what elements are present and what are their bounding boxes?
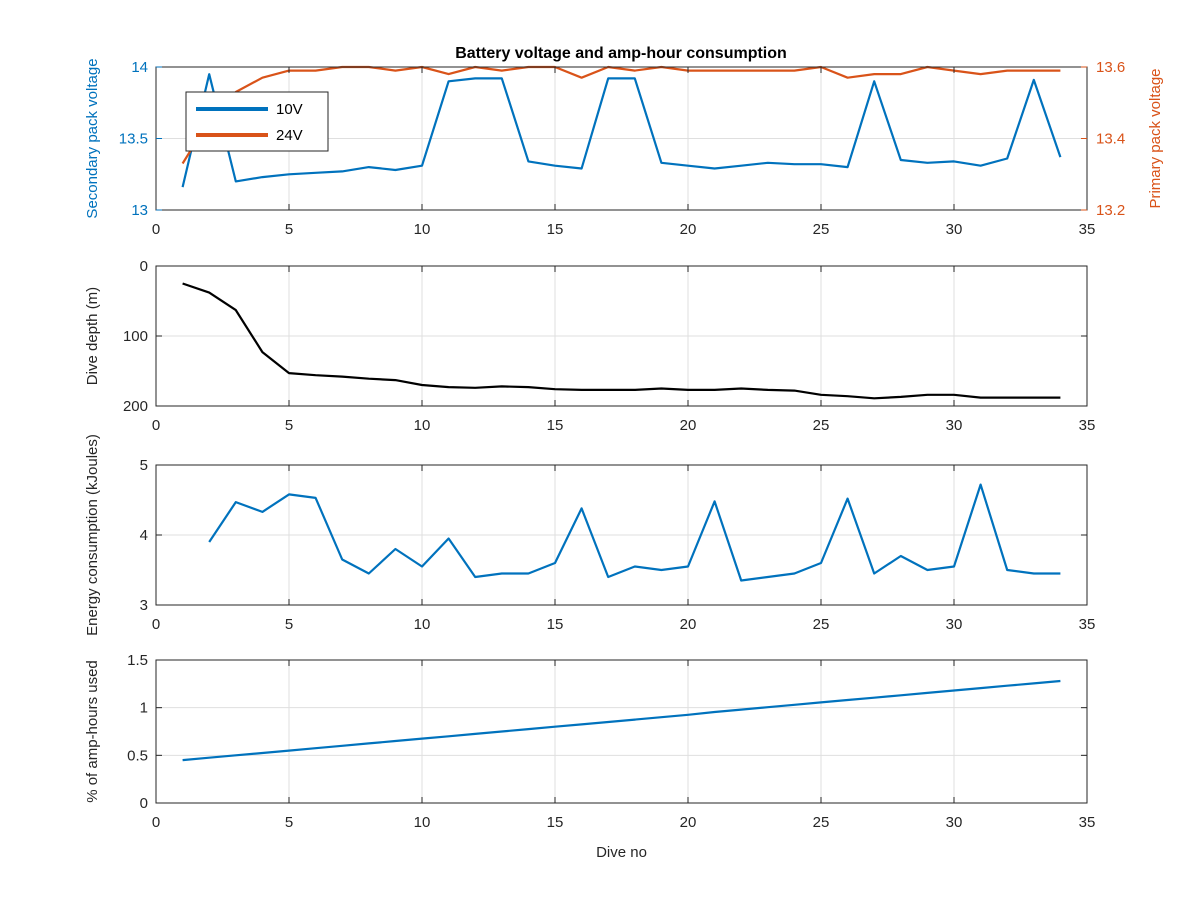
x-tick-label: 10 bbox=[414, 814, 431, 831]
series-line-2-1 bbox=[182, 282, 1061, 400]
x-tick-label: 20 bbox=[680, 221, 697, 238]
x-tick-label: 5 bbox=[285, 616, 293, 633]
series-line-4-1 bbox=[182, 679, 1061, 762]
y-tick-label: 1.5 bbox=[127, 652, 148, 669]
y-tick-label: 0 bbox=[140, 258, 148, 275]
x-tick-label: 35 bbox=[1079, 417, 1096, 434]
y-tick-label: 13.5 bbox=[119, 131, 148, 148]
y-axis-label: Secondary pack voltage bbox=[84, 58, 101, 218]
plot-area-4 bbox=[156, 660, 1087, 803]
x-tick-label: 10 bbox=[414, 221, 431, 238]
x-tick-label: 15 bbox=[547, 221, 564, 238]
axes-box-4 bbox=[155, 659, 1088, 804]
x-tick-label: 10 bbox=[414, 616, 431, 633]
y-tick-label: 0 bbox=[140, 795, 148, 812]
x-tick-label: 5 bbox=[285, 814, 293, 831]
series-line-1-10V bbox=[181, 73, 1062, 188]
x-tick-label: 15 bbox=[547, 616, 564, 633]
series-line-1-24V bbox=[181, 65, 1061, 165]
x-axis-label: Dive no bbox=[596, 844, 647, 861]
x-tick-label: 0 bbox=[152, 221, 160, 238]
x-tick-label: 35 bbox=[1079, 814, 1096, 831]
x-tick-label: 35 bbox=[1079, 221, 1096, 238]
figure-title: Battery voltage and amp-hour consumption bbox=[455, 45, 787, 62]
y-tick-label: 14 bbox=[131, 59, 148, 76]
legend-box bbox=[185, 91, 329, 152]
x-tick-label: 5 bbox=[285, 221, 293, 238]
x-tick-label: 20 bbox=[680, 417, 697, 434]
y-axis-label: % of amp-hours used bbox=[84, 660, 101, 803]
x-tick-label: 25 bbox=[813, 616, 830, 633]
x-tick-label: 25 bbox=[813, 417, 830, 434]
x-tick-label: 5 bbox=[285, 417, 293, 434]
x-tick-label: 15 bbox=[547, 814, 564, 831]
y-tick-label: 5 bbox=[140, 457, 148, 474]
x-tick-label: 15 bbox=[547, 417, 564, 434]
x-tick-label: 25 bbox=[813, 814, 830, 831]
x-tick-label: 35 bbox=[1079, 616, 1096, 633]
x-tick-label: 30 bbox=[946, 814, 963, 831]
y-tick-label: 200 bbox=[123, 398, 148, 415]
x-tick-label: 25 bbox=[813, 221, 830, 238]
y-tick-label: 4 bbox=[140, 527, 148, 544]
x-tick-label: 0 bbox=[152, 616, 160, 633]
y-tick-label: 0.5 bbox=[127, 747, 148, 764]
y-right-tick-label: 13.2 bbox=[1096, 202, 1125, 219]
x-tick-label: 30 bbox=[946, 221, 963, 238]
series-line-3-1 bbox=[208, 483, 1061, 582]
x-tick-label: 0 bbox=[152, 814, 160, 831]
y-tick-label: 3 bbox=[140, 597, 148, 614]
x-tick-label: 10 bbox=[414, 417, 431, 434]
x-tick-label: 30 bbox=[946, 616, 963, 633]
x-tick-label: 0 bbox=[152, 417, 160, 434]
x-tick-label: 20 bbox=[680, 616, 697, 633]
x-tick-label: 20 bbox=[680, 814, 697, 831]
y-right-tick-label: 13.6 bbox=[1096, 59, 1125, 76]
y-axis-label: Dive depth (m) bbox=[84, 287, 101, 385]
legend-label-24V: 24V bbox=[276, 127, 303, 144]
y-tick-label: 1 bbox=[140, 700, 148, 717]
y-right-tick-label: 13.4 bbox=[1096, 131, 1125, 148]
y-tick-label: 100 bbox=[123, 328, 148, 345]
x-tick-label: 30 bbox=[946, 417, 963, 434]
legend-label-10V: 10V bbox=[276, 101, 303, 118]
y-right-axis-label: Primary pack voltage bbox=[1147, 68, 1164, 208]
y-axis-label: Energy consumption (kJoules) bbox=[84, 434, 101, 636]
y-tick-label: 13 bbox=[131, 202, 148, 219]
